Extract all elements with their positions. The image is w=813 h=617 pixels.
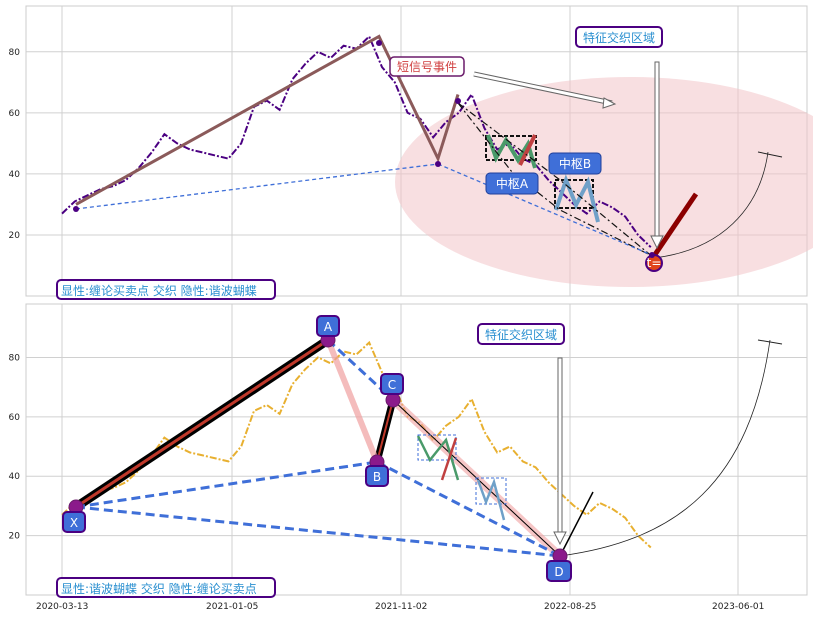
top-y-ticks: 20 40 60 80 [9, 48, 21, 241]
bottom-panel [25, 303, 808, 596]
zhongshu-a-stroke-red [518, 134, 537, 166]
top-arrow-1-head [602, 97, 617, 109]
harmonic-xa-inner [75, 338, 329, 509]
top-arrow-2-shaft [654, 61, 660, 238]
bottom-zhongshu-box-b [475, 477, 507, 505]
top-pivot-a [376, 40, 382, 46]
point-label-x: X [62, 511, 86, 533]
x-tick-label: 2020-03-13 [36, 602, 88, 612]
zhongshu-b-label: 中枢B [559, 156, 591, 171]
top-pivot-d [649, 252, 655, 258]
bottom-zhongshu-a-stroke [416, 435, 460, 481]
bottom-arrow-shaft [557, 357, 563, 534]
svg-text:C: C [388, 378, 396, 392]
x-tick-label: 2023-06-01 [712, 602, 764, 612]
bottom-series [61, 340, 652, 549]
svg-text:X: X [70, 516, 78, 530]
top-arrow-2-head [650, 235, 664, 250]
top-pivot-c [455, 98, 461, 104]
x-tick-label: 2021-01-05 [206, 602, 258, 612]
top-target-arc [653, 151, 769, 259]
short-signal-label: 短信号事件 [397, 60, 457, 74]
svg-text:B: B [373, 470, 381, 484]
y-tick-label: 40 [9, 170, 21, 180]
bottom-caption-box [56, 577, 276, 598]
point-label-b: B [365, 465, 389, 487]
bottom-arrow-head [553, 531, 567, 546]
svg-text:D: D [554, 565, 563, 579]
top-point-t-label: t= [647, 256, 662, 270]
top-caption: 显性:缠论买卖点 交织 隐性:谐波蝴蝶 [61, 283, 257, 298]
zhongshu-box-a [485, 135, 537, 161]
point-label-a: A [316, 315, 340, 337]
bottom-caption: 显性:谐波蝴蝶 交织 隐性:缠论买卖点 [61, 581, 257, 596]
bottom-price-line [61, 340, 652, 549]
x-tick-label: 2022-08-25 [544, 602, 596, 612]
top-target-tick [757, 151, 783, 158]
bottom-target-tick [757, 339, 783, 345]
short-signal-box [389, 56, 465, 77]
zhongshu-b-tag [548, 152, 602, 175]
top-pivot-x [73, 206, 79, 212]
harmonic-xb-dash [75, 460, 378, 509]
bottom-target-arc [559, 339, 771, 557]
zhongshu-a-tag [485, 172, 539, 195]
bottom-y-ticks: 20 40 60 80 [9, 353, 21, 541]
y-tick-label: 20 [9, 532, 21, 542]
interleave-zone-ellipse [395, 77, 813, 287]
y-tick-label: 80 [9, 353, 21, 363]
harmonic-xd-dash [75, 505, 561, 558]
bottom-rebound [559, 491, 594, 557]
top-interleave-box [575, 26, 663, 48]
bottom-grid [26, 304, 807, 595]
top-bi-stroke [75, 34, 460, 206]
bottom-zhongshu-a-red [440, 437, 458, 481]
top-arrow-1-inner [473, 72, 613, 105]
x-tick-label: 2021-11-02 [375, 602, 427, 612]
point-label-d: D [546, 560, 572, 582]
top-caption-box [56, 279, 276, 300]
harmonic-ab-shade [325, 338, 380, 464]
bottom-interleave-box [477, 323, 565, 345]
harmonic-bd-dash [376, 460, 561, 558]
bottom-interleave-label: 特征交织区域 [485, 327, 557, 342]
harmonic-bc-inner [376, 399, 394, 463]
x-axis-ticks: 2020-03-13 2021-01-05 2021-11-02 2022-08-25… [36, 602, 764, 612]
point-label-c: C [380, 373, 404, 395]
top-pivot-b [435, 161, 441, 167]
y-tick-label: 60 [9, 109, 21, 119]
top-red-rebound [651, 192, 699, 258]
zhongshu-b-stroke [554, 174, 600, 223]
y-tick-label: 80 [9, 48, 21, 58]
zhongshu-a-label: 中枢A [496, 176, 529, 191]
bottom-zhongshu-box-a [417, 434, 457, 461]
point-c-marker [385, 392, 401, 408]
top-interleave-label: 特征交织区域 [583, 30, 655, 45]
svg-text:A: A [324, 320, 333, 334]
bottom-zhongshu-b-stroke [476, 478, 506, 521]
y-tick-label: 60 [9, 413, 21, 423]
y-tick-label: 40 [9, 472, 21, 482]
top-blue-dash-xb [75, 163, 439, 210]
y-tick-label: 20 [9, 231, 21, 241]
top-series [61, 34, 652, 248]
